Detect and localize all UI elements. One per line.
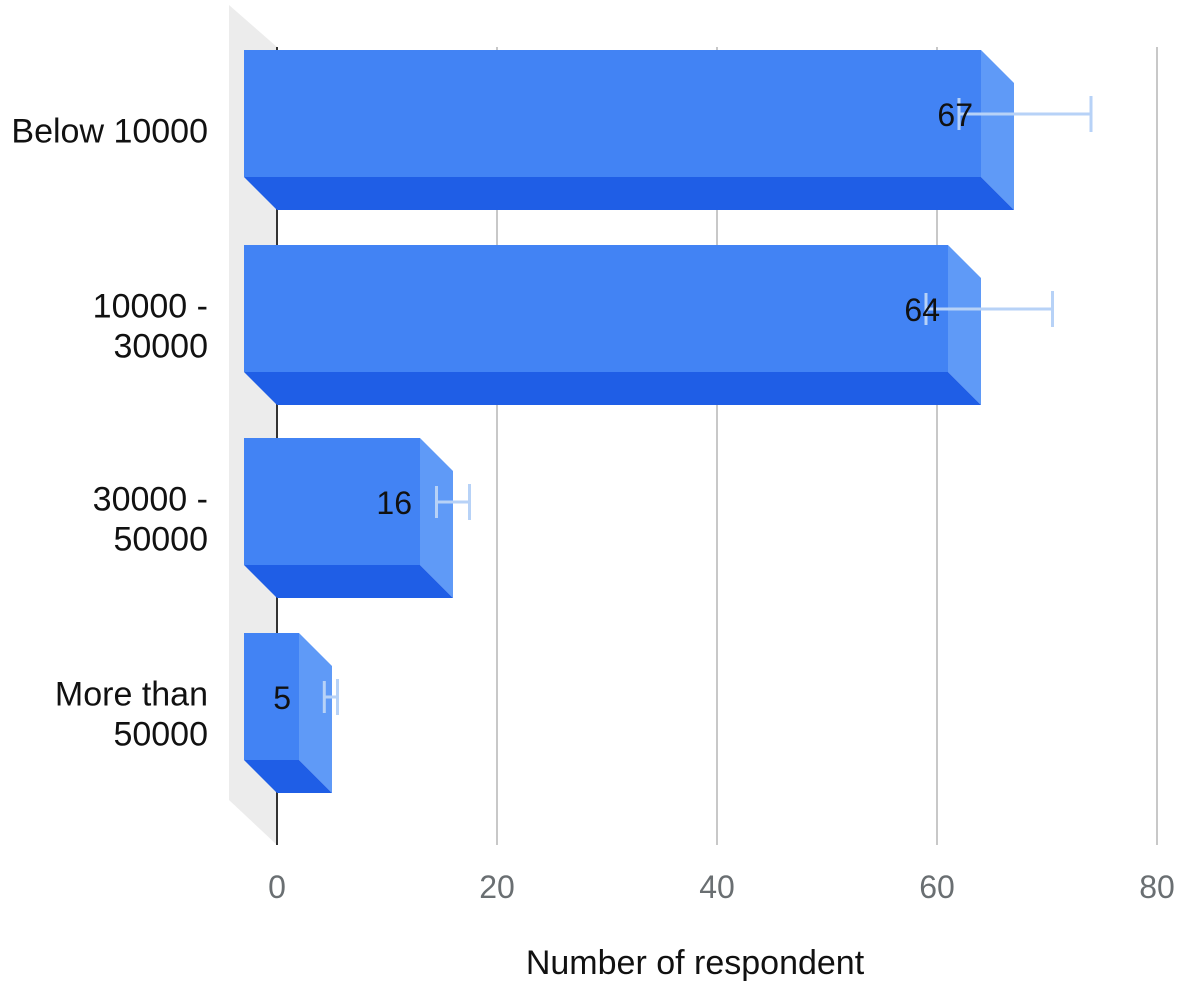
bar-front (244, 438, 420, 565)
bar (244, 633, 332, 793)
x-tick-label: 60 (919, 869, 955, 905)
error-bar (435, 484, 471, 520)
bar (244, 50, 1014, 210)
category-label-line: 50000 (113, 716, 208, 754)
bar-side (299, 633, 332, 793)
data-label: 5 (273, 680, 291, 716)
category-label-line: 50000 (113, 521, 208, 559)
data-label: 16 (376, 485, 412, 521)
data-label: 67 (937, 97, 973, 133)
category-label-line: More than (55, 676, 208, 714)
category-label-line: 30000 (113, 328, 208, 366)
bar (244, 245, 981, 405)
category-label-line: 10000 - (93, 288, 208, 326)
category-label: Below 10000 (11, 113, 208, 151)
error-bar (322, 679, 339, 715)
category-label: More than 50000 (55, 676, 208, 754)
bar (244, 438, 453, 598)
error-bar (924, 291, 1054, 327)
category-label: 30000 -50000 (93, 481, 208, 559)
bar-bottom (244, 565, 453, 598)
bar-front (244, 245, 948, 372)
bar-side (981, 50, 1014, 210)
x-tick-label: 0 (268, 869, 286, 905)
bar-front (244, 50, 981, 177)
error-bar (957, 96, 1093, 132)
bar-bottom (244, 177, 1014, 210)
category-label-line: 30000 - (93, 481, 208, 519)
category-label: 10000 -30000 (93, 288, 208, 366)
x-tick-label: 40 (699, 869, 735, 905)
category-label-line: Below 10000 (11, 113, 208, 151)
bar-front (244, 633, 299, 760)
data-label: 64 (904, 292, 940, 328)
x-axis-title: Number of respondent (526, 944, 865, 982)
x-tick-label: 80 (1139, 869, 1175, 905)
bar-side (948, 245, 981, 405)
bar-bottom (244, 760, 332, 793)
x-tick-label: 20 (479, 869, 515, 905)
bar-bottom (244, 372, 981, 405)
